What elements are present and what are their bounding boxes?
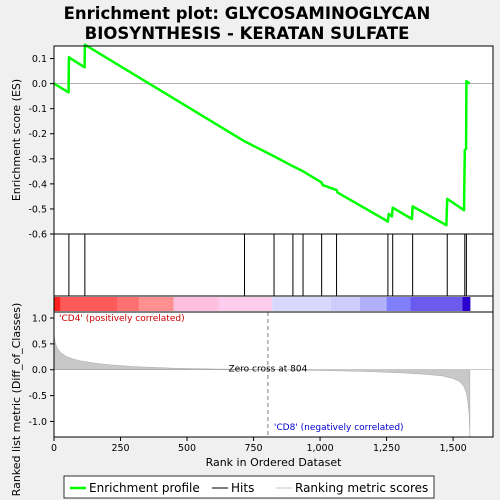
es-y-axis: -0.6 -0.5 -0.4 -0.3 -0.2 -0.1 0.0 0.1 [28,54,54,241]
es-panel [54,46,493,234]
metric-y-tick-label: 0.5 [32,339,47,350]
positive-class-label: 'CD4' (positively correlated) [59,314,185,324]
es-y-tick-label: 0.0 [32,79,47,90]
legend-label: Ranking metric scores [295,481,428,495]
es-y-tick-label: -0.5 [28,204,47,215]
x-tick-label: 750 [244,443,262,454]
es-y-tick-label: -0.4 [28,179,47,190]
heat-bar-segment [117,297,140,311]
metric-panel [54,312,493,437]
metric-y-tick-label: 0.0 [32,365,47,376]
plot-frame [53,45,494,438]
hits-panel [54,234,493,296]
rank-heat-bar [54,297,471,311]
metric-y-tick-label: 1.0 [32,314,47,325]
es-y-tick-label: -0.2 [28,129,47,140]
chart-title-line2: BIOSYNTHESIS - KERATAN SULFATE [85,24,410,43]
metric-y-tick-label: -1.0 [28,417,47,428]
negative-class-label: 'CD8' (negatively correlated) [274,423,404,433]
legend: Enrichment profile Hits Ranking metric sco… [70,481,428,495]
metric-y-axis-label: Ranked list metric (Diff_of_Classes) [10,303,23,497]
es-y-tick-label: 0.1 [32,54,47,65]
x-tick-label: 500 [178,443,196,454]
heat-bar-segment [272,297,331,311]
x-tick-label: 250 [111,443,129,454]
rank-x-axis: 0 250 500 750 1,000 1,250 1,500 [51,437,467,454]
heat-bar-segment [54,297,61,311]
chart-title-line1: Enrichment plot: GLYCOSAMINOGLYCAN [64,4,431,23]
heat-bar-segment [462,297,471,311]
zero-cross-label: Zero cross at 804 [228,365,307,375]
heat-bar-segment [218,297,273,311]
x-tick-label: 0 [51,443,57,454]
ranking-metric-area [53,334,471,438]
legend-label: Enrichment profile [89,481,200,495]
rank-x-axis-label: Rank in Ordered Dataset [206,456,343,469]
heat-bar-segment [386,297,411,311]
es-y-tick-label: -0.1 [28,104,47,115]
metric-y-axis: -1.0 -0.5 0.0 0.5 1.0 [28,314,54,428]
heat-bar-segment [330,297,360,311]
enrichment-profile-line [53,43,471,227]
es-y-tick-label: -0.3 [28,154,47,165]
heat-bar-segment [173,297,219,311]
es-y-axis-label: Enrichment score (ES) [10,79,23,201]
heat-bar-segment [139,297,174,311]
legend-label: Hits [231,481,254,495]
heat-bar-segment [60,297,118,311]
legend-box [63,475,435,499]
x-tick-label: 1,500 [439,443,466,454]
es-y-tick-label: -0.6 [28,230,47,241]
x-tick-label: 1,000 [306,443,333,454]
x-tick-label: 1,250 [373,443,400,454]
metric-y-tick-label: -0.5 [28,391,47,402]
heat-bar-segment [410,297,463,311]
hit-markers [68,234,467,296]
heat-bar-segment [359,297,387,311]
